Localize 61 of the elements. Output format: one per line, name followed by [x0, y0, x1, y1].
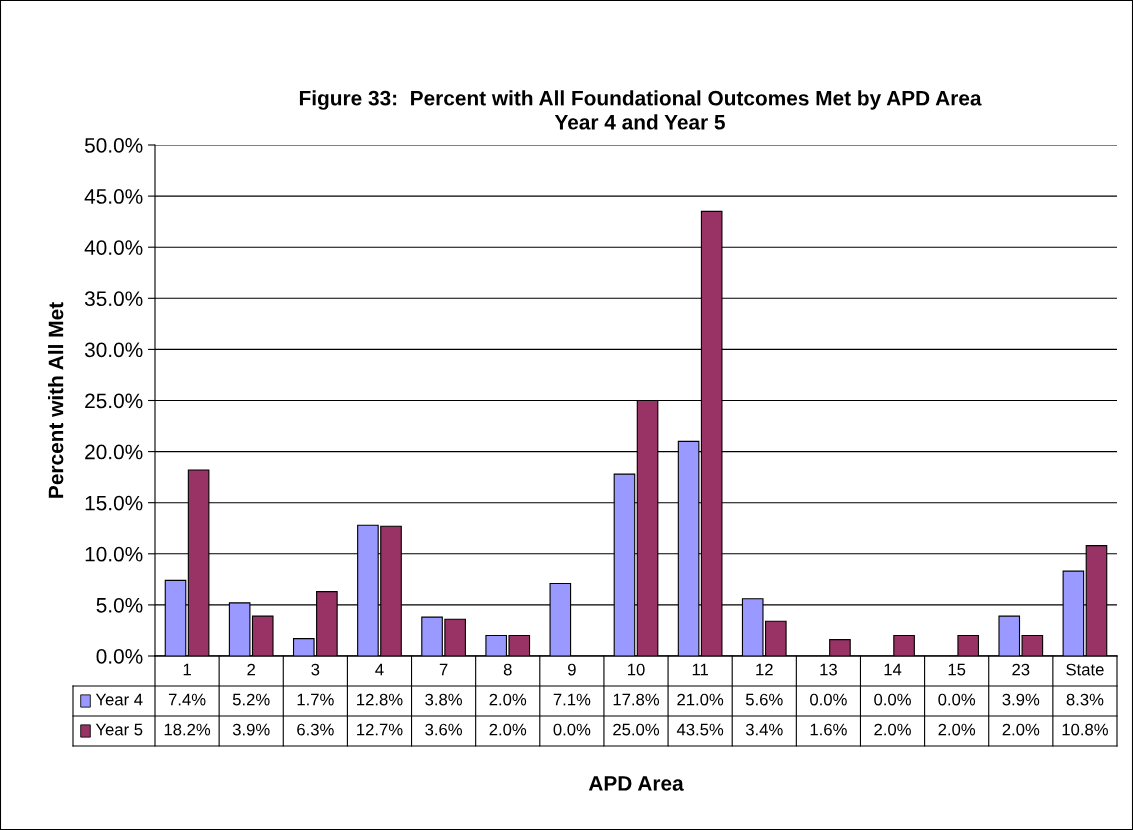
data-label: 0.0% [874, 693, 911, 706]
data-label: 43.5% [676, 723, 724, 736]
x-tick-label: 23 [1012, 663, 1030, 676]
data-label: 5.2% [232, 693, 270, 706]
y-axis-title: Percent with All Met [48, 302, 64, 498]
data-label: 2.0% [874, 723, 911, 736]
data-label: 0.0% [553, 723, 591, 736]
x-tick-label: 7 [439, 663, 448, 676]
data-label: 8.3% [1066, 693, 1104, 706]
data-label: 21.0% [677, 693, 724, 706]
data-label: 0.0% [938, 693, 976, 706]
x-tick-label: 14 [884, 663, 902, 676]
y-tick-label: 40.0% [84, 240, 143, 255]
x-tick-label: 10 [628, 663, 645, 676]
y-tick-label: 45.0% [84, 189, 143, 204]
x-tick-label: 3 [311, 663, 320, 676]
x-tick-label: State [1066, 663, 1104, 676]
data-label: 6.3% [297, 723, 334, 736]
data-label: 3.4% [745, 723, 783, 736]
data-label: 3.9% [1002, 693, 1040, 706]
data-label: 0.0% [810, 693, 847, 706]
data-label: 25.0% [613, 723, 660, 736]
y-tick-label: 35.0% [84, 291, 143, 307]
data-label: 1.7% [297, 693, 334, 706]
legend-label: Year 4 [95, 693, 143, 706]
data-label: 3.9% [232, 723, 270, 736]
y-tick-label: 50.0% [84, 138, 143, 153]
x-tick-label: 2 [247, 663, 255, 676]
y-tick-label: 20.0% [85, 444, 143, 460]
x-tick-label: 8 [503, 663, 512, 676]
data-label: 2.0% [1002, 723, 1040, 736]
x-tick-label: 9 [568, 663, 576, 676]
x-tick-label: 15 [948, 663, 966, 676]
data-label: 5.6% [745, 693, 783, 706]
x-tick-label: 4 [375, 663, 384, 676]
data-label: 7.1% [553, 693, 591, 706]
legend-label: Year 5 [95, 723, 143, 736]
data-label: 2.0% [489, 693, 527, 706]
x-axis-title: APD Area [588, 776, 684, 791]
data-label: 18.2% [164, 723, 211, 736]
data-label: 3.8% [425, 693, 462, 706]
x-tick-label: 1 [183, 663, 191, 676]
y-tick-label: 30.0% [84, 342, 143, 358]
y-tick-label: 10.0% [85, 546, 143, 562]
chart-title: Figure 33: Percent with All Foundational Outcomes Met by APD Area Year 4 and Year 5 [299, 90, 982, 130]
data-label: 3.6% [425, 723, 462, 736]
data-label: 12.7% [357, 723, 403, 736]
x-tick-label: 12 [756, 663, 773, 676]
y-tick-label: 25.0% [85, 393, 143, 409]
data-label: 7.4% [168, 693, 206, 706]
data-label: 2.0% [489, 723, 527, 736]
x-tick-label: 11 [692, 663, 708, 676]
y-tick-label: 5.0% [96, 597, 143, 613]
y-tick-label: 0.0% [96, 649, 143, 664]
data-label: 10.8% [1062, 723, 1108, 736]
data-label: 17.8% [613, 693, 660, 706]
data-label: 1.6% [810, 723, 847, 736]
x-tick-label: 13 [820, 663, 837, 676]
y-tick-label: 15.0% [85, 495, 143, 511]
data-label: 12.8% [357, 693, 403, 706]
data-label: 2.0% [938, 723, 976, 736]
